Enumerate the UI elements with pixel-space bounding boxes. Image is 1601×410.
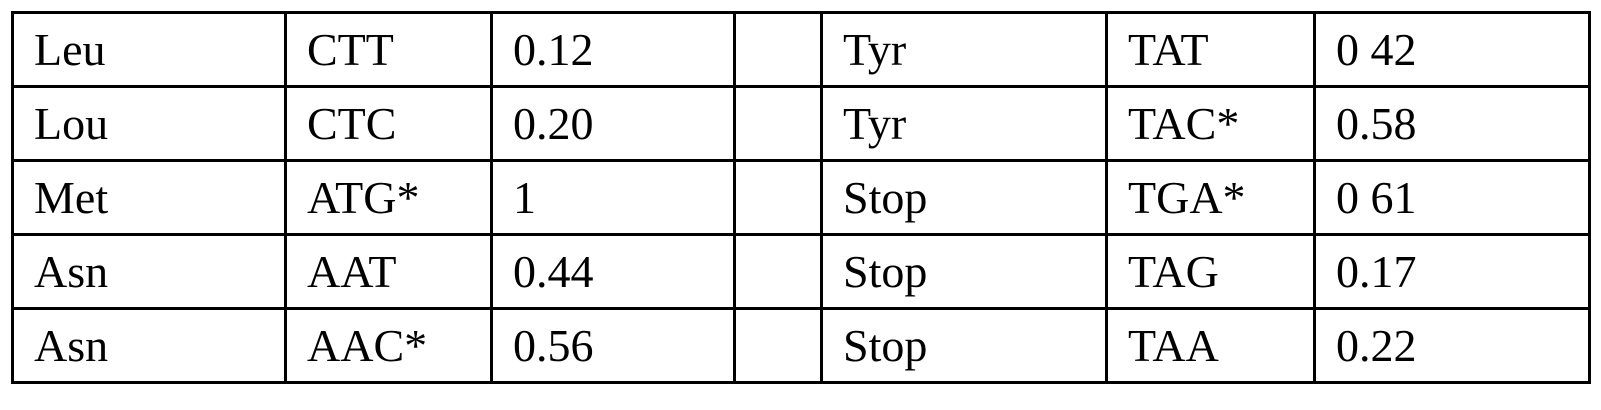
amino-acid-cell: Asn [13,235,286,309]
codon-cell: AAT [286,235,492,309]
frequency-cell: 0.44 [492,235,735,309]
frequency-cell: 0.22 [1315,309,1590,383]
amino-acid-cell: Stop [822,235,1107,309]
spacer-cell [735,87,822,161]
frequency-cell: 0.20 [492,87,735,161]
amino-acid-cell: Stop [822,309,1107,383]
table-row: MetATG*1 StopTGA*0 61 [13,161,1590,235]
codon-usage-table: LeuCTT0.12TyrTAT0 42LouCTC0.20TyrTAC*0.5… [11,11,1591,384]
table-row: AsnAAC*0.56 StopTAA0.22 [13,309,1590,383]
amino-acid-cell: Tyr [822,87,1107,161]
spacer-cell [735,13,822,87]
amino-acid-cell: Stop [822,161,1107,235]
codon-cell: TGA* [1107,161,1315,235]
frequency-cell: 0.17 [1315,235,1590,309]
spacer-cell [735,161,822,235]
amino-acid-cell: Asn [13,309,286,383]
spacer-cell [735,309,822,383]
table-row: LeuCTT0.12 TyrTAT0 42 [13,13,1590,87]
codon-cell: CTC [286,87,492,161]
frequency-cell: 0 42 [1315,13,1590,87]
frequency-cell: 0.12 [492,13,735,87]
table-row: LouCTC0.20 TyrTAC*0.58 [13,87,1590,161]
amino-acid-cell: Leu [13,13,286,87]
codon-cell: ATG* [286,161,492,235]
spacer-cell [735,235,822,309]
amino-acid-cell: Met [13,161,286,235]
table-row: AsnAAT0.44 StopTAG0.17 [13,235,1590,309]
codon-cell: TAA [1107,309,1315,383]
amino-acid-cell: Tyr [822,13,1107,87]
codon-cell: AAC* [286,309,492,383]
codon-cell: TAC* [1107,87,1315,161]
amino-acid-cell: Lou [13,87,286,161]
codon-cell: CTT [286,13,492,87]
frequency-cell: 1 [492,161,735,235]
codon-cell: TAG [1107,235,1315,309]
frequency-cell: 0 61 [1315,161,1590,235]
frequency-cell: 0.58 [1315,87,1590,161]
frequency-cell: 0.56 [492,309,735,383]
codon-cell: TAT [1107,13,1315,87]
